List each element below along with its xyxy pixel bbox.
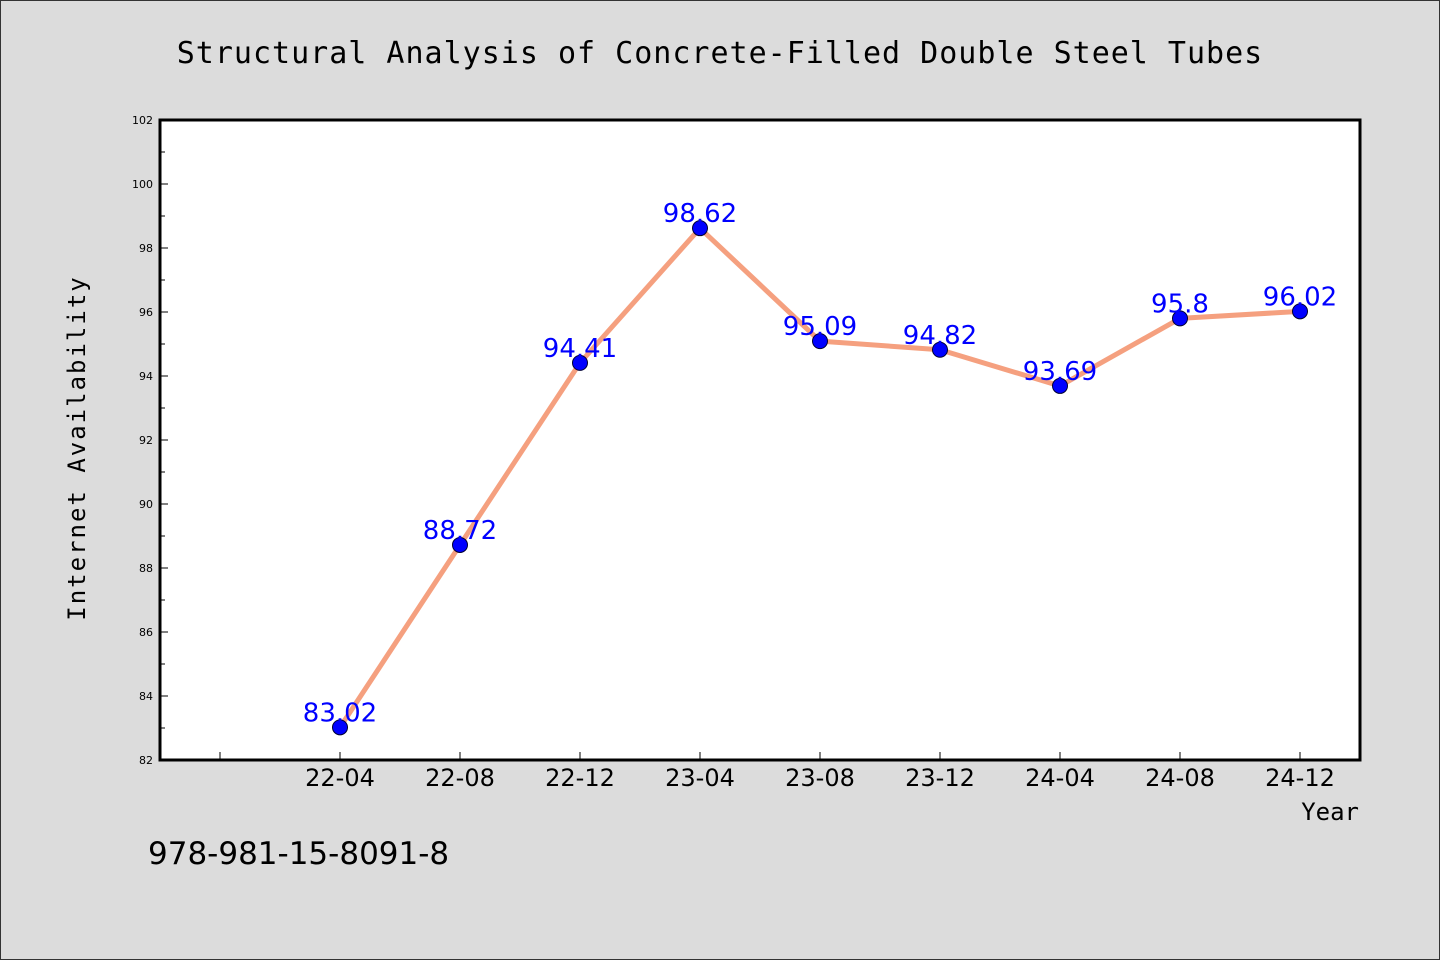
y-tick-label: 102 — [132, 114, 153, 127]
data-label: 98.62 — [663, 199, 737, 229]
x-tick-label: 22-04 — [305, 764, 375, 792]
plot-frame — [158, 118, 1362, 762]
x-tick-label: 23-12 — [905, 764, 975, 792]
x-tick-label: 22-08 — [425, 764, 495, 792]
x-tick-label: 22-12 — [545, 764, 615, 792]
x-tick-label: 24-08 — [1145, 764, 1215, 792]
x-tick-label: 23-08 — [785, 764, 855, 792]
y-tick-label: 98 — [139, 242, 153, 255]
x-tick-label: 24-04 — [1025, 764, 1095, 792]
data-point — [812, 333, 828, 350]
isbn-footer: 978-981-15-8091-8 — [148, 836, 449, 872]
y-tick-label: 92 — [139, 434, 153, 447]
data-markers — [332, 220, 1308, 736]
y-tick-label: 94 — [139, 370, 153, 383]
data-label: 94.41 — [543, 334, 617, 364]
data-label: 94.82 — [903, 321, 977, 351]
data-label: 96.02 — [1263, 282, 1337, 312]
data-point — [332, 719, 348, 736]
data-label: 88.72 — [423, 516, 497, 546]
y-tick-label: 84 — [139, 690, 153, 703]
y-axis-label: Internet Availability — [63, 275, 91, 620]
data-label: 83.02 — [303, 698, 377, 728]
data-point — [1292, 303, 1308, 320]
data-point — [692, 220, 708, 237]
data-labels: 83.02 88.72 94.41 98.62 95.09 94.82 93.69 95.8 9… — [303, 199, 1337, 728]
y-tick-label: 88 — [139, 562, 153, 575]
data-point — [452, 536, 468, 553]
y-tick-label: 90 — [139, 498, 153, 511]
x-tick-label: 23-04 — [665, 764, 735, 792]
x-tick-label: 24-12 — [1265, 764, 1335, 792]
data-label: 95.8 — [1151, 289, 1209, 319]
y-tick-label: 86 — [139, 626, 153, 639]
x-axis: 22-04 22-08 22-12 23-04 23-08 23-12 24-04 24-08… — [219, 752, 1335, 792]
y-tick-label: 96 — [139, 306, 153, 319]
data-label: 95.09 — [783, 312, 857, 342]
data-point — [932, 341, 948, 358]
data-label: 93.69 — [1023, 357, 1097, 387]
data-point — [1172, 310, 1188, 327]
y-tick-label: 82 — [139, 754, 153, 767]
data-point — [572, 354, 588, 371]
y-tick-label: 100 — [132, 178, 153, 191]
chart-title: Structural Analysis of Concrete-Filled D… — [177, 36, 1264, 71]
x-axis-label: Year — [1301, 798, 1359, 826]
data-point — [1052, 377, 1068, 394]
plot-area — [160, 120, 1360, 760]
